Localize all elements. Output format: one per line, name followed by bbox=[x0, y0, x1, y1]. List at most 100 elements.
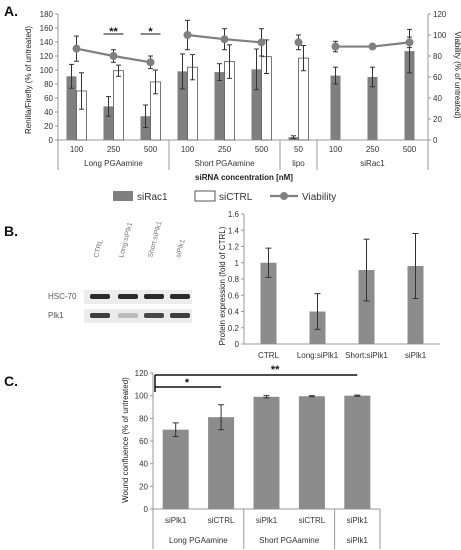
panel-a-x-tick-label: 100 bbox=[181, 145, 195, 154]
panel-c-x-tick-label: siPlk1 bbox=[165, 516, 187, 525]
panel-c-y-tick-label: 100 bbox=[135, 392, 149, 401]
panel-b-y-tick-label: 1.6 bbox=[228, 210, 240, 219]
panel-a-viability-point bbox=[331, 42, 340, 51]
panel-c-bar bbox=[162, 429, 189, 509]
panel-c-y-tick-label: 60 bbox=[139, 437, 148, 446]
panel-a-viability-point bbox=[294, 38, 303, 47]
panel-a-y2-tick-label: 120 bbox=[433, 10, 447, 19]
panel-c-chart: 0 20 40 60 80 100 120 siPlk1 siCTRL siPlk1 siCTRL s… bbox=[121, 364, 381, 549]
panel-a-x-tick-label: 500 bbox=[403, 145, 417, 154]
panel-b-bar bbox=[407, 266, 424, 344]
panel-c-significance-label: * bbox=[185, 377, 190, 389]
panel-a-y-tick-label: 20 bbox=[44, 122, 53, 131]
panel-c-group-label: siPlk1 bbox=[347, 536, 369, 545]
blot-strip-plk1 bbox=[84, 309, 192, 323]
panel-b-x-tick-label: CTRL bbox=[258, 351, 279, 360]
panel-b-chart: 0 0.2 0.4 0.6 0.8 1 1.2 1.4 1.6 CTRL Long:siPlk1 Sh… bbox=[218, 210, 440, 360]
blot-band-hsc70 bbox=[144, 294, 164, 299]
panel-a-y-tick-label: 100 bbox=[40, 66, 54, 75]
panel-c-x-tick-label: siCTRL bbox=[208, 516, 235, 525]
panel-a-bar-sirac1 bbox=[103, 106, 114, 140]
panel-a-significance-label: ** bbox=[109, 26, 118, 38]
panel-b-y-tick-label: 0.6 bbox=[228, 291, 240, 300]
panel-a-x-tick-label: 100 bbox=[70, 145, 84, 154]
panel-a-bar-sirac1 bbox=[177, 71, 188, 140]
panel-b-y-tick-label: 0.8 bbox=[228, 275, 240, 284]
legend-swatch-sictrl bbox=[194, 190, 216, 202]
panel-a-y2-tick-label: 80 bbox=[433, 52, 442, 61]
panel-c-y-tick-label: 120 bbox=[135, 369, 149, 378]
panel-b-y-tick-label: 0.2 bbox=[228, 324, 240, 333]
panel-a-label: A. bbox=[4, 3, 18, 19]
blot-band-plk1 bbox=[144, 313, 164, 318]
blot-band-hsc70 bbox=[170, 294, 190, 299]
blot-band-plk1 bbox=[118, 313, 138, 318]
panel-a-y-tick-label: 60 bbox=[44, 94, 53, 103]
panel-c-x-tick-label: siPlk1 bbox=[256, 516, 278, 525]
panel-c-bar bbox=[298, 396, 325, 509]
blot-row-label: HSC-70 bbox=[48, 292, 77, 301]
panel-c-x-tick-label: siPlk1 bbox=[347, 516, 369, 525]
blot-band-plk1 bbox=[170, 313, 190, 318]
panel-a-y2-tick-label: 20 bbox=[433, 115, 442, 124]
panel-c-group-label: Short PGAamine bbox=[259, 536, 320, 545]
panel-c-bar bbox=[253, 396, 280, 509]
panel-a-viability-point bbox=[72, 44, 81, 53]
panel-a-y2-tick-label: 60 bbox=[433, 73, 442, 82]
blot-row-label: Plk1 bbox=[48, 311, 64, 320]
panel-c-y-tick-label: 80 bbox=[139, 414, 148, 423]
panel-a-bar-sirac1 bbox=[251, 69, 262, 140]
panel-a-significance-label: * bbox=[148, 26, 153, 38]
blot-band-plk1 bbox=[90, 313, 110, 318]
panel-a-bar-sirac1 bbox=[66, 76, 77, 140]
blot-lane-label: Long:siPlk1 bbox=[118, 222, 134, 259]
panel-b-y-tick-label: 0.4 bbox=[228, 308, 240, 317]
panel-c-y-axis-title: Wound confluence (% of untreated) bbox=[121, 377, 130, 503]
legend-label-sirac1: siRac1 bbox=[137, 192, 168, 203]
panel-a-x-axis-title: siRNA concentration [nM] bbox=[195, 173, 293, 182]
panel-b-bar bbox=[358, 270, 375, 344]
panel-a-x-tick-label: 50 bbox=[294, 145, 303, 154]
panel-a-group-label: siRac1 bbox=[360, 159, 385, 168]
panel-a-x-tick-label: 250 bbox=[366, 145, 380, 154]
panel-b-x-tick-label: Long:siPlk1 bbox=[297, 351, 339, 360]
panel-a-bar-sirac1 bbox=[367, 77, 378, 140]
panel-a-group-label: Short PGAamine bbox=[194, 159, 255, 168]
panel-b-y-tick-label: 1.2 bbox=[228, 243, 240, 252]
blot-lane-label: Short:siPlk1 bbox=[147, 221, 163, 259]
panel-a-y2-tick-label: 0 bbox=[433, 136, 438, 145]
panel-a-viability-point bbox=[109, 52, 118, 60]
panel-a-x-tick-label: 500 bbox=[144, 145, 158, 154]
panel-c-y-tick-label: 0 bbox=[144, 505, 149, 514]
western-blot: CTRL Long:siPlk1 Short:siPlk1 siPlk1 HSC… bbox=[48, 221, 192, 323]
panel-a-bar-sirac1 bbox=[140, 116, 151, 140]
panel-c-x-tick-label: siCTRL bbox=[299, 516, 326, 525]
panel-a-y2-tick-label: 40 bbox=[433, 94, 442, 103]
panel-a-viability-point bbox=[146, 58, 155, 67]
panel-a-viability-point bbox=[220, 35, 229, 44]
panel-a-x-tick-label: 100 bbox=[329, 145, 343, 154]
panel-a-x-tick-label: 250 bbox=[218, 145, 232, 154]
panel-a-y-axis-title: Renilla/Firefly (% of untreated) bbox=[24, 26, 33, 134]
panel-a-viability-point bbox=[368, 42, 377, 51]
panel-a-y-tick-label: 180 bbox=[40, 10, 54, 19]
legend-swatch-sirac1 bbox=[113, 191, 133, 201]
panel-a-bar-sirac1 bbox=[214, 72, 225, 140]
panel-a-chart: 0 20 40 60 80 100 120 140 160 180 0 20 40 60 80 100 120 1… bbox=[24, 10, 461, 203]
panel-b-x-tick-label: siPlk1 bbox=[405, 351, 427, 360]
panel-a-y-tick-label: 40 bbox=[44, 108, 53, 117]
panel-a-y-tick-label: 80 bbox=[44, 80, 53, 89]
panel-a-viability-point bbox=[405, 38, 414, 47]
legend-label-sictrl: siCTRL bbox=[219, 192, 253, 203]
panel-a-x-tick-label: 250 bbox=[107, 145, 121, 154]
panel-a-bar-sictrl bbox=[113, 70, 124, 141]
panel-a-y2-axis-title: Viability (% of untreated) bbox=[453, 31, 461, 118]
panel-a-bar-sirac1 bbox=[404, 51, 415, 140]
panel-b-y-tick-label: 1.4 bbox=[228, 226, 240, 235]
panel-a-group-label: Long PGAamine bbox=[84, 159, 143, 168]
panel-a-x-tick-label: 500 bbox=[255, 145, 269, 154]
blot-band-hsc70 bbox=[90, 294, 110, 299]
blot-lane-label: siPlk1 bbox=[175, 239, 187, 259]
panel-a-group-label: lipo bbox=[292, 159, 305, 168]
